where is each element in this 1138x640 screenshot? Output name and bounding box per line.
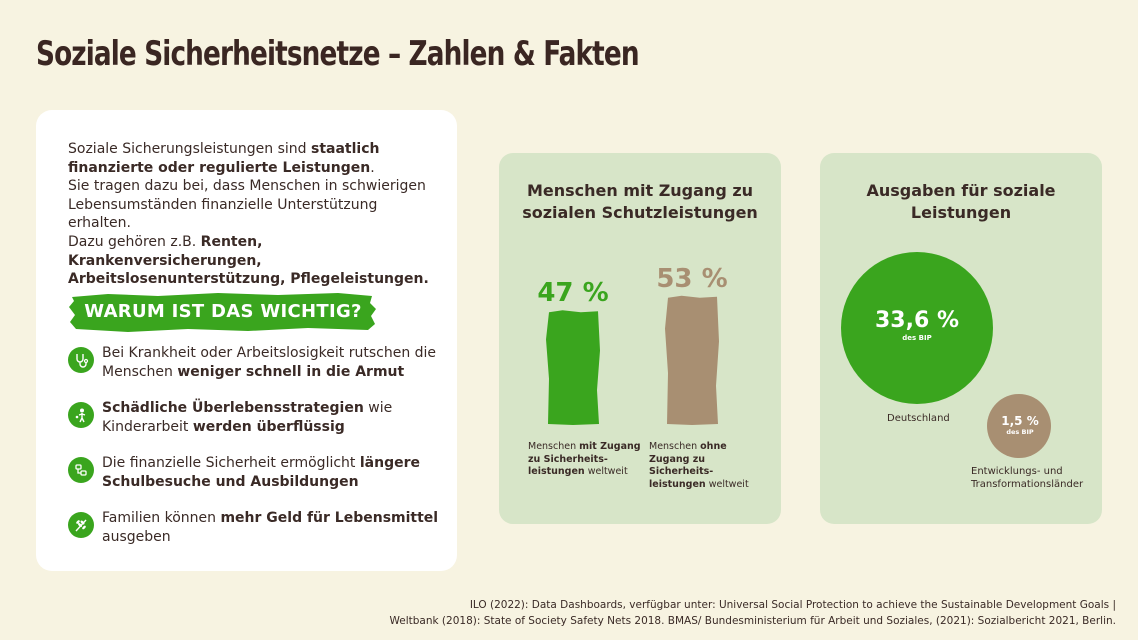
bar-value-label-1: 47 % bbox=[537, 278, 608, 308]
why-banner: WARUM IST DAS WICHTIG? bbox=[68, 291, 378, 333]
source-footer: ILO (2022): Data Dashboards, verfügbar u… bbox=[390, 598, 1117, 629]
bar-value-label-2: 53 % bbox=[656, 264, 727, 294]
reason-4-a: Familien können bbox=[102, 510, 221, 526]
bubble-chart bbox=[841, 252, 1051, 458]
child-icon bbox=[68, 402, 94, 428]
bubble-1 bbox=[841, 252, 993, 404]
bar-caption-1: Menschen mit Zugang zu Sicherheits-leist… bbox=[528, 441, 641, 477]
reason-2-bold-2: werden überflüssig bbox=[192, 418, 345, 435]
intro-p1-c: . bbox=[370, 159, 375, 176]
school-icon bbox=[68, 457, 94, 483]
intro-text: Soziale Sicherungsleistungen sind staatl… bbox=[68, 140, 443, 289]
reason-1-bold: weniger schnell in die Armut bbox=[177, 363, 405, 380]
why-label: WARUM IST DAS WICHTIG? bbox=[84, 301, 362, 322]
reason-1-a: Bei Krankheit oder Arbeitslosigkeit ruts… bbox=[102, 345, 437, 380]
info-card: Soziale Sicherungsleistungen sind staatl… bbox=[36, 110, 457, 571]
bubble-value-2: 1,5 % des BIP bbox=[1001, 414, 1039, 436]
chart-title: Ausgaben für soziale Leistungen bbox=[866, 181, 1056, 222]
country-label-dev: Entwicklungs- und Transformationsländer bbox=[971, 466, 1084, 490]
intro-p1-a: Soziale Sicherungsleistungen sind bbox=[68, 141, 312, 157]
bar-chart: 47 % 53 % bbox=[537, 264, 728, 425]
stethoscope-icon bbox=[68, 347, 94, 373]
list-item: Familien können mehr Geld für Lebensmitt… bbox=[68, 509, 448, 546]
intro-p2: Sie tragen dazu bei, dass Menschen in sc… bbox=[68, 178, 426, 232]
intro-p1-bold: staatlich finanzierte oder regulierte Le… bbox=[68, 141, 380, 176]
wheat-icon bbox=[68, 512, 94, 538]
source-line-2: Weltbank (2018): State of Society Safety… bbox=[389, 614, 1117, 627]
bubble-value-1: 33,6 % des BIP bbox=[875, 308, 959, 342]
list-item: Die finanzielle Sicherheit ermöglicht lä… bbox=[68, 454, 448, 491]
reason-3-a: Die finanzielle Sicherheit ermöglicht bbox=[102, 455, 360, 471]
list-item: Bei Krankheit oder Arbeitslosigkeit ruts… bbox=[68, 344, 448, 381]
intro-p3-bold: Renten, Krankenversicherungen, Arbeitslo… bbox=[68, 233, 429, 288]
reason-2-bold: Schädliche Überlebensstrategien bbox=[102, 400, 364, 416]
bar-caption-2: Menschen ohne Zugang zu Sicherheits-leis… bbox=[649, 441, 749, 490]
chart-title: Menschen mit Zugang zu sozialen Schutzle… bbox=[522, 181, 758, 222]
access-chart-panel: Menschen mit Zugang zu sozialen Schutzle… bbox=[499, 153, 781, 524]
reason-2-plain: wie Kinderarbeit bbox=[102, 400, 393, 435]
intro-p3-a: Dazu gehören z.B. bbox=[68, 233, 201, 250]
bar-1 bbox=[546, 310, 600, 425]
brush-banner-shape bbox=[69, 293, 376, 332]
reasons-list: Bei Krankheit oder Arbeitslosigkeit ruts… bbox=[68, 344, 448, 564]
page-title: Soziale Sicherheitsnetze – Zahlen & Fakt… bbox=[36, 34, 640, 74]
reason-4-c: ausgeben bbox=[102, 528, 171, 545]
source-line-1: ILO (2022): Data Dashboards, verfügbar u… bbox=[469, 599, 1116, 611]
country-label-de: Deutschland bbox=[887, 413, 950, 424]
reason-3-bold: längere Schulbesuche und Ausbildungen bbox=[102, 455, 420, 490]
list-item: Schädliche Überlebensstrategien wie Kind… bbox=[68, 399, 448, 436]
reason-4-bold: mehr Geld für Lebensmittel bbox=[220, 510, 439, 526]
bar-2 bbox=[665, 295, 719, 425]
spending-chart-panel: Ausgaben für soziale Leistungen 33,6 % d… bbox=[820, 153, 1102, 524]
bubble-2 bbox=[987, 394, 1051, 458]
